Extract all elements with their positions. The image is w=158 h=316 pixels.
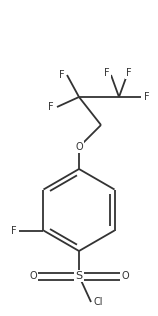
Text: F: F [11, 226, 16, 235]
Text: F: F [126, 68, 132, 78]
Text: O: O [29, 271, 37, 281]
Text: F: F [144, 92, 150, 102]
Text: F: F [59, 70, 65, 80]
Text: O: O [75, 142, 83, 152]
Text: O: O [121, 271, 129, 281]
Text: F: F [48, 102, 54, 112]
Text: S: S [75, 271, 83, 281]
Text: F: F [104, 68, 110, 78]
Text: Cl: Cl [93, 297, 103, 307]
